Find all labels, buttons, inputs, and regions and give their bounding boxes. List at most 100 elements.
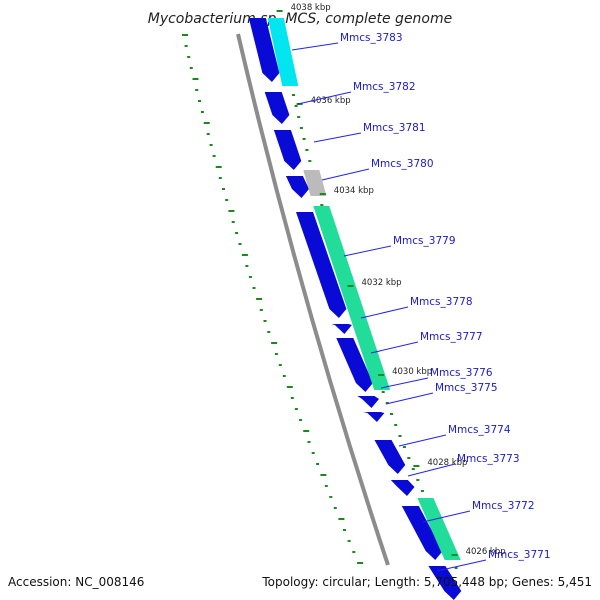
genome-summary-text: Topology: circular; Length: 5,705,448 bp… (261, 575, 592, 589)
gc-dash (241, 254, 248, 256)
gc-dash (222, 188, 225, 190)
gc-dash (320, 474, 327, 476)
kbp-label: 4032 kbp (362, 278, 402, 288)
gc-dash (290, 397, 294, 399)
gc-dash (308, 160, 312, 162)
gene-label: Mmcs_3781 (363, 122, 426, 134)
label-leader-line (380, 377, 429, 389)
gene-label: Mmcs_3779 (393, 235, 456, 247)
gc-dash (347, 540, 351, 542)
gc-dash (209, 144, 213, 146)
kbp-label: 4034 kbp (334, 186, 374, 196)
gc-dash (256, 298, 263, 300)
gene-arrow (264, 92, 290, 124)
map-title: Mycobacterium sp. MCS, complete genome (148, 11, 453, 27)
gc-dash (278, 364, 282, 366)
gc-dash (206, 133, 210, 135)
gc-dash (343, 529, 346, 531)
gc-dash (228, 210, 235, 212)
gene-arrow (401, 506, 443, 560)
gc-dash (394, 424, 398, 426)
gc-dash (294, 105, 298, 107)
kbp-tick (347, 285, 354, 287)
gene-arrow (428, 566, 462, 600)
gene-label: Mmcs_3778 (410, 296, 473, 308)
gc-dash (192, 78, 199, 80)
gene-label: Mmcs_3783 (340, 32, 403, 44)
label-leader-line (343, 245, 392, 257)
label-leader-line (321, 168, 370, 181)
gene-arrow (390, 480, 415, 496)
accession-text: Accession: NC_008146 (8, 575, 144, 589)
gc-dash (267, 331, 271, 333)
gene-arrow (285, 176, 309, 198)
gc-dash (324, 485, 328, 487)
gene-label: Mmcs_3780 (371, 158, 434, 170)
gene-labels: Mmcs_3783 Mmcs_3782 Mmcs_3781 Mmcs_3780 Mmcs… (291, 32, 551, 572)
gc-dash (245, 265, 249, 267)
outer-gene-bar (303, 170, 327, 196)
kbp-tick (276, 10, 283, 12)
label-leader-line (291, 42, 339, 51)
gc-dash (303, 430, 310, 432)
gc-dash (390, 413, 393, 415)
gene-arrow (357, 396, 379, 408)
gc-dash (311, 452, 315, 454)
gene-arrow (248, 18, 280, 82)
gc-dash (182, 34, 188, 36)
label-leader-line (313, 132, 362, 143)
label-leader-line (360, 306, 409, 319)
gc-dash (352, 551, 356, 553)
gc-dash (235, 232, 239, 234)
gc-dash (302, 138, 306, 140)
kbp-tick (451, 554, 458, 556)
gc-dash (320, 204, 324, 206)
kbp-ticks: 4038 kbp 4036 kbp 4034 kbp 4032 kbp 4030 kbp… (276, 3, 506, 557)
gc-dash (305, 149, 309, 151)
gc-dash (212, 155, 216, 157)
gc-dash (203, 122, 210, 124)
gene-track (248, 18, 462, 600)
genome-backbone (236, 33, 390, 566)
gc-dash (198, 100, 201, 102)
gc-dash (411, 468, 415, 470)
label-leader-line (385, 392, 434, 405)
gene-label: Mmcs_3772 (472, 500, 535, 512)
gc-dash (286, 386, 293, 388)
outer-gene-bar (313, 206, 391, 390)
gene-label: Mmcs_3773 (457, 453, 520, 465)
label-leader-line (436, 559, 487, 572)
gene-label: Mmcs_3771 (488, 549, 551, 561)
kbp-tick (378, 374, 385, 376)
gene-label: Mmcs_3775 (435, 382, 498, 394)
gc-dash (357, 562, 364, 564)
label-leader-line (297, 91, 352, 105)
gc-dash (402, 446, 406, 448)
gc-dash (231, 221, 235, 223)
kbp-label: 4026 kbp (466, 547, 506, 557)
gc-dash (259, 309, 263, 311)
gc-dash (252, 287, 256, 289)
gc-dash (316, 463, 320, 465)
gc-dash (385, 402, 389, 404)
gc-dash (292, 94, 295, 96)
gene-arrow (273, 130, 302, 170)
gc-dash (299, 127, 303, 129)
gene-arrow (296, 212, 347, 318)
label-leader-line (370, 341, 419, 354)
gc-dash (187, 56, 191, 58)
gc-dash (407, 457, 411, 459)
gc-dash (282, 375, 286, 377)
gene-label: Mmcs_3776 (430, 367, 493, 379)
gene-arrow (363, 412, 385, 422)
gc-dash (271, 342, 278, 344)
gc-dash (238, 243, 242, 245)
outer-gene-bar (417, 498, 461, 560)
gc-dash (307, 441, 311, 443)
gene-label: Mmcs_3782 (353, 81, 416, 93)
gc-dash (299, 419, 303, 421)
gc-dash (329, 496, 333, 498)
label-leader-line (422, 510, 471, 523)
kbp-label: 4030 kbp (392, 367, 432, 377)
